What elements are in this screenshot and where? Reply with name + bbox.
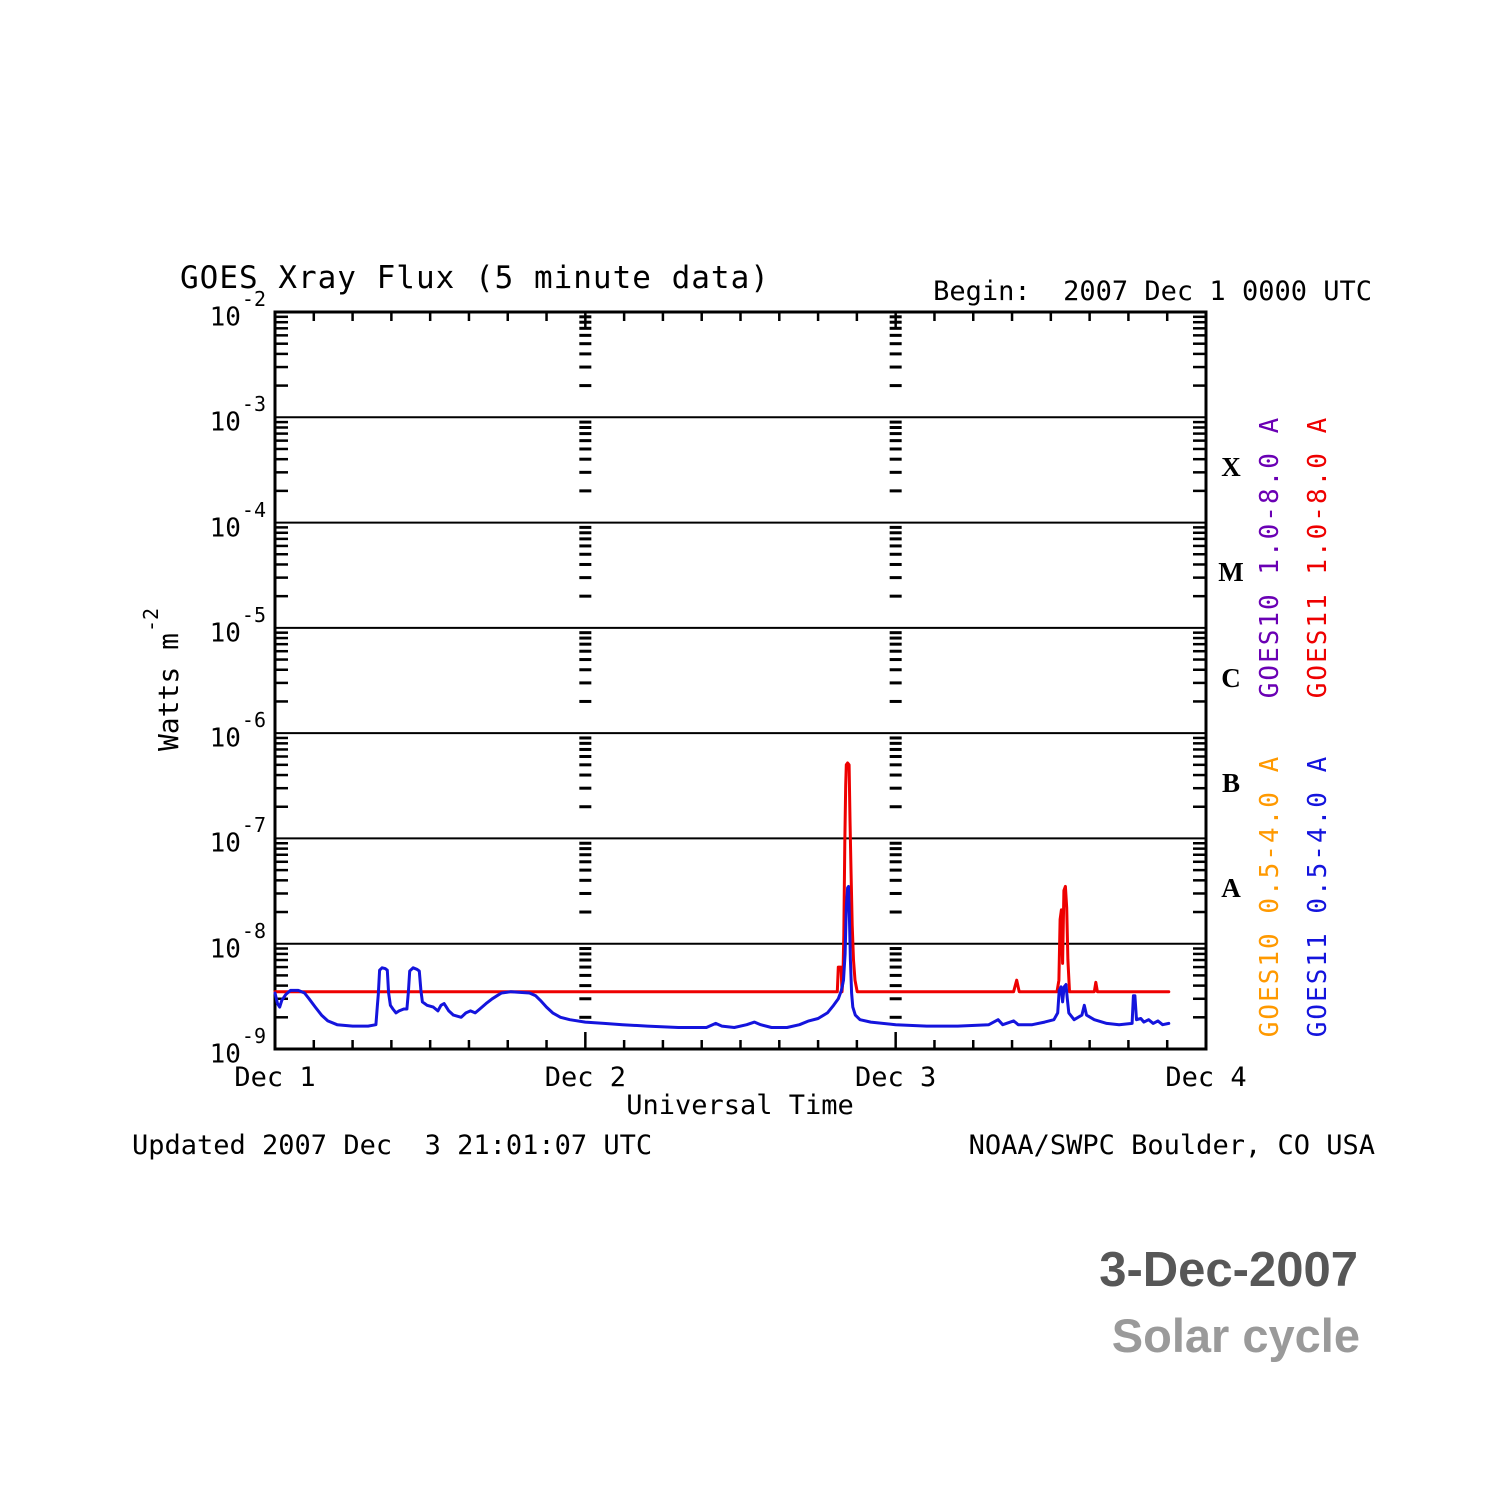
x-tick-label: Dec 3 bbox=[855, 1062, 937, 1093]
stamp-caption: Solar cycle bbox=[1111, 1309, 1360, 1362]
flare-class-label-m: M bbox=[1218, 557, 1244, 588]
y-tick-base: 10 bbox=[209, 934, 241, 965]
legend-goes11-1-0-8-0-a: GOES11 1.0-8.0 A bbox=[1303, 415, 1333, 699]
flare-class-label-b: B bbox=[1221, 767, 1240, 798]
x-tick-label: Dec 4 bbox=[1165, 1062, 1247, 1093]
x-tick-label: Dec 2 bbox=[544, 1062, 626, 1093]
y-tick-base: 10 bbox=[209, 513, 241, 544]
series-line-goes11-0-5-4-0-a bbox=[273, 884, 1171, 1029]
x-tick-label: Dec 1 bbox=[234, 1062, 316, 1093]
y-tick-exponent: -2 bbox=[241, 287, 266, 311]
legend-goes10-0-5-4-0-a: GOES10 0.5-4.0 A bbox=[1255, 754, 1285, 1038]
x-axis-label: Universal Time bbox=[626, 1090, 854, 1121]
y-tick-base: 10 bbox=[209, 723, 241, 754]
flare-class-label-x: X bbox=[1221, 451, 1241, 482]
y-tick-base: 10 bbox=[209, 302, 241, 333]
y-tick-base: 10 bbox=[209, 1039, 241, 1070]
y-tick-base: 10 bbox=[209, 407, 241, 438]
y-tick-exponent: -5 bbox=[241, 602, 266, 627]
y-tick-label: 10-3 bbox=[165, 392, 266, 438]
y-tick-label: 10-8 bbox=[165, 919, 266, 965]
flare-class-label-c: C bbox=[1221, 662, 1241, 693]
chart-title: GOES Xray Flux (5 minute data) bbox=[180, 260, 770, 296]
y-tick-exponent: -6 bbox=[241, 708, 266, 733]
y-tick-label: 10-7 bbox=[165, 813, 266, 859]
y-tick-base: 10 bbox=[209, 829, 241, 860]
y-axis-label-exponent: -2 bbox=[138, 607, 163, 633]
y-tick-base: 10 bbox=[209, 618, 241, 649]
y-tick-label: 10-5 bbox=[165, 603, 266, 649]
begin-time-label: Begin: 2007 Dec 1 0000 UTC bbox=[933, 276, 1372, 307]
legend-goes10-1-0-8-0-a: GOES10 1.0-8.0 A bbox=[1255, 415, 1285, 699]
stamp-date: 3-Dec-2007 bbox=[1099, 1243, 1358, 1297]
y-tick-exponent: -7 bbox=[241, 813, 266, 838]
y-tick-exponent: -3 bbox=[241, 392, 266, 417]
plot-border bbox=[273, 310, 1208, 1051]
y-tick-label: 10-2 bbox=[165, 287, 266, 333]
flare-class-label-a: A bbox=[1221, 873, 1241, 904]
y-tick-label: 10-6 bbox=[165, 708, 266, 754]
y-tick-label: 10-4 bbox=[165, 498, 266, 544]
updated-timestamp: Updated 2007 Dec 3 21:01:07 UTC bbox=[132, 1130, 653, 1161]
y-tick-exponent: -9 bbox=[241, 1024, 266, 1048]
agency-credit: NOAA/SWPC Boulder, CO USA bbox=[968, 1130, 1375, 1161]
series-line-goes11-1-0-8-0-a bbox=[273, 761, 1171, 994]
y-tick-label: 10-9 bbox=[165, 1024, 266, 1070]
legend-goes11-0-5-4-0-a: GOES11 0.5-4.0 A bbox=[1303, 754, 1333, 1038]
y-tick-exponent: -4 bbox=[241, 497, 266, 522]
y-tick-exponent: -8 bbox=[241, 918, 266, 943]
